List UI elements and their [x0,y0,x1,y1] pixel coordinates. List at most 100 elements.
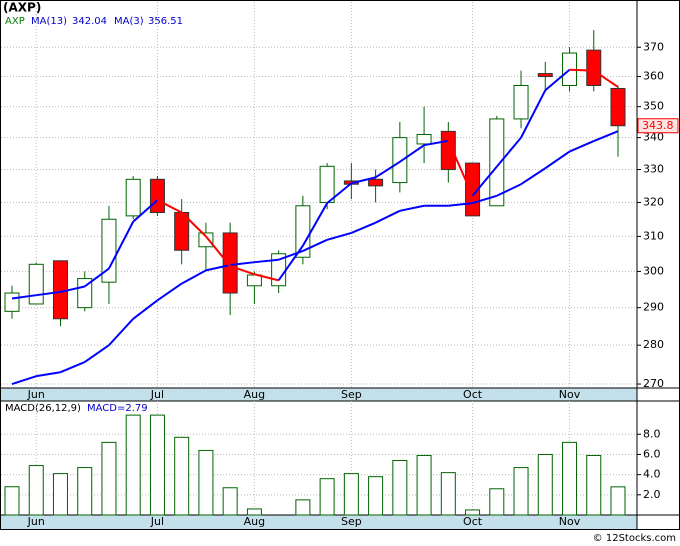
y-tick-label: 350 [643,100,664,113]
macd-bar [28,465,44,516]
y-tick-label: 300 [643,264,664,277]
legend-value: 356.51 [148,16,183,27]
ma-line-segment [277,245,304,281]
candle-body [28,263,44,305]
y-tick-label: 330 [643,163,664,176]
x-tick-label: Jun [27,515,45,528]
macd-bar [465,509,481,516]
ma-line-segment [60,285,85,293]
candle-body [222,232,238,294]
ma-line-segment [230,261,255,267]
macd-bar [4,486,20,516]
x-tick-label: Jul [150,388,164,401]
y-tick-label: 270 [643,377,664,390]
macd-bar [295,499,311,516]
macd-bar [392,460,408,516]
macd-bar [368,476,384,516]
legend-label: MA(13) [31,16,67,27]
ma-line-segment [132,199,159,223]
ma-line-segment [472,194,498,205]
x-tick-label: Jul [150,515,164,528]
candle-body [392,137,408,184]
ma-line-segment [60,361,86,374]
ma-line-segment [11,294,37,300]
legend-ticker: AXP [5,16,25,27]
y-tick-label: 290 [643,301,664,314]
ma-line-segment [156,199,183,214]
ma-line-segment [520,89,547,139]
x-tick-label: Aug [244,388,265,401]
x-tick-label: Aug [244,515,265,528]
x-tick-label: Sep [341,515,362,528]
macd-bar [77,467,93,516]
ma-line-segment [11,375,37,385]
candle-body [416,133,432,145]
macd-bar [440,472,456,516]
macd-bar [610,486,626,516]
candle-body [537,73,553,78]
candle-body [586,49,602,86]
macd-bar [149,414,165,516]
candle-body [101,218,117,283]
ma-line-segment [108,318,134,346]
price-tag-box [637,118,679,134]
macd-bar [416,454,432,516]
candle-body [77,278,93,309]
ma-line-segment [326,231,352,241]
ma-line-segment [84,344,110,363]
candle-body [489,118,505,207]
candle-body [319,165,335,203]
ma-line-segment [399,204,425,212]
ma-line-segment [84,267,110,288]
macd-bar [562,441,578,516]
candle-body [246,274,262,287]
candle-body [513,84,529,120]
ma-line-segment [569,140,595,153]
date-strip [1,388,637,401]
macd-bar [537,453,553,516]
ma-line-segment [302,238,328,252]
ma-line-segment [544,150,571,170]
ma-line-segment [156,282,183,302]
ma-line-segment [254,273,279,282]
ma-line-segment [229,265,255,276]
ma-line-segment [423,139,449,147]
y-tick-label: 320 [643,195,664,208]
footer: © 12Stocks.com [593,533,676,544]
chart-title: (AXP) [3,1,41,15]
ma-line-segment [375,209,401,224]
ma-line-segment [108,221,135,270]
legend-value: 342.04 [72,16,107,27]
price-tag: 343.8 [642,119,674,132]
ma-line-segment [593,69,619,88]
ma-line-segment [36,290,61,297]
y-tick-label: 340 [643,131,664,144]
y-tick-label: 8.0 [643,427,661,440]
x-tick-label: Jun [27,388,45,401]
macd-bar [125,414,141,516]
macd-bar [52,473,68,516]
ma-line-segment [496,183,522,197]
macd-current: MACD=2.79 [87,403,148,414]
y-tick-label: 6.0 [643,447,661,460]
y-tick-label: 360 [643,70,664,83]
ma-line-segment [254,258,279,264]
candle-body [4,292,20,312]
macd-bar [222,487,238,516]
ma-line-segment [520,167,546,186]
ma-line-segment [205,235,231,267]
ma-line-segment [302,202,328,247]
macd-bar [513,467,529,516]
macd-title: MACD(26,12,9) [5,403,81,414]
x-tick-label: Sep [341,388,362,401]
legend-label: MA(3) [114,16,144,27]
date-strip [1,515,637,529]
ma-line-segment [471,165,498,197]
ma-line-segment [375,160,401,179]
ma-line-segment [132,299,159,320]
candle-body [52,260,68,320]
ma-line-segment [399,144,425,163]
macd-bar [246,508,262,516]
